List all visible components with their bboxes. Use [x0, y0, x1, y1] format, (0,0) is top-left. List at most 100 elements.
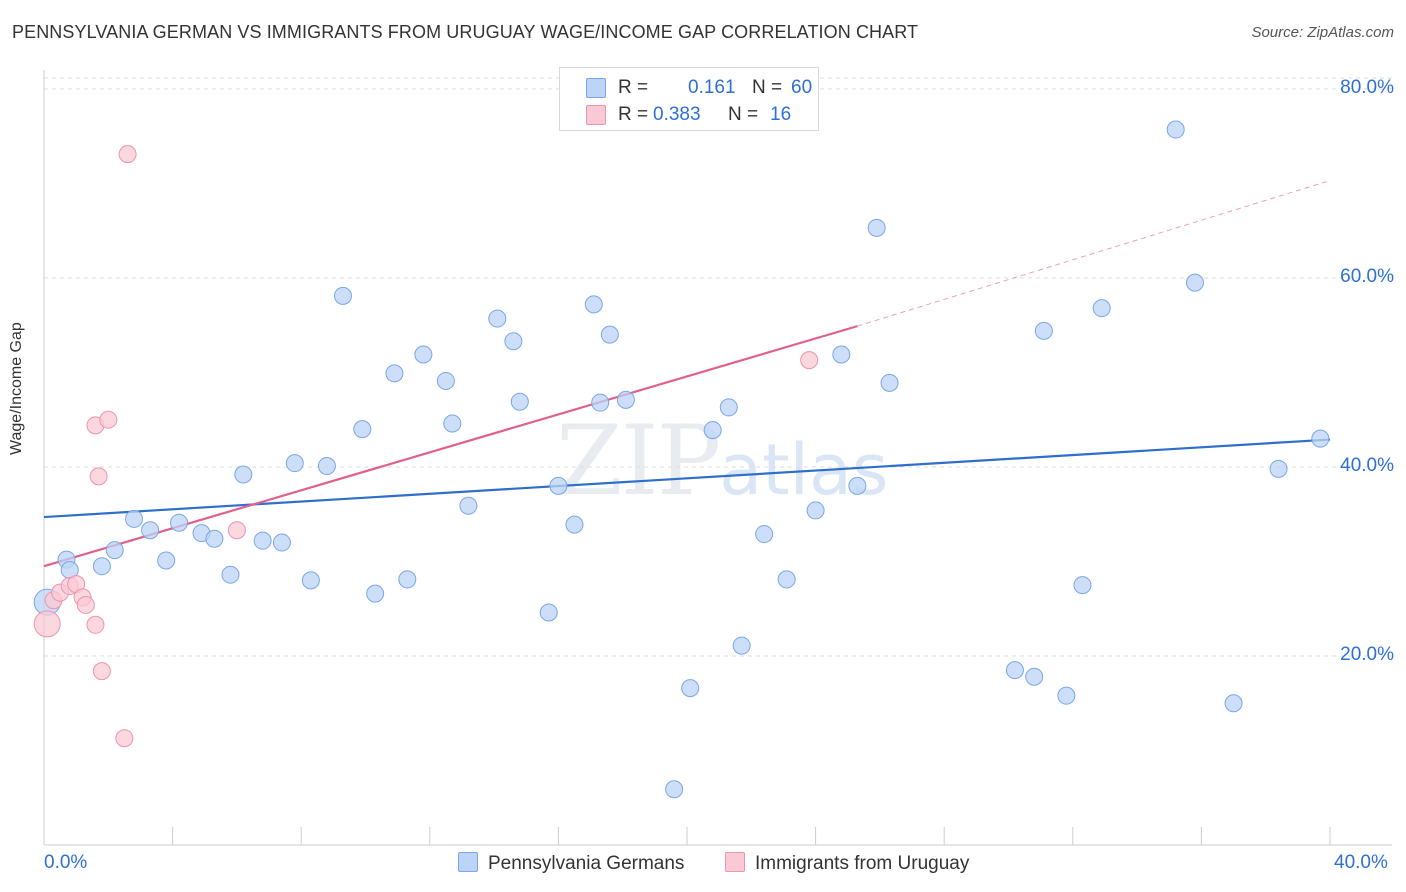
point-pennsylvania-germans [285, 454, 304, 473]
point-pennsylvania-germans [398, 570, 417, 589]
point-pennsylvania-germans [1057, 686, 1076, 705]
point-pennsylvania-germans [539, 603, 558, 622]
point-immigrants-from-uruguay [89, 467, 108, 486]
point-pennsylvania-germans [1034, 321, 1053, 340]
point-pennsylvania-germans [105, 541, 124, 560]
y-tick-label: 60.0% [1340, 265, 1394, 287]
point-pennsylvania-germans [1166, 120, 1185, 139]
legend-n-label: N = [728, 104, 759, 125]
point-pennsylvania-germans [1073, 576, 1092, 595]
point-immigrants-from-uruguay [800, 351, 819, 370]
point-pennsylvania-germans [92, 557, 111, 576]
bottom-legend-pennsylvania-germans: Pennsylvania Germans [458, 852, 684, 875]
point-immigrants-from-uruguay [76, 595, 95, 614]
source-label: Source: ZipAtlas.com [1251, 24, 1394, 41]
legend-r-label: R = [618, 77, 649, 98]
point-pennsylvania-germans [1092, 299, 1111, 318]
point-pennsylvania-germans [806, 501, 825, 520]
legend-r-label: R = [618, 104, 649, 125]
point-pennsylvania-germans [832, 345, 851, 364]
point-immigrants-from-uruguay [118, 145, 137, 164]
point-pennsylvania-germans [616, 390, 635, 409]
point-pennsylvania-germans [777, 570, 796, 589]
point-pennsylvania-germans [333, 286, 352, 305]
point-pennsylvania-germans [600, 325, 619, 344]
point-pennsylvania-germans [867, 218, 886, 237]
point-immigrants-from-uruguay [33, 610, 61, 638]
point-pennsylvania-germans [681, 679, 700, 698]
point-pennsylvania-germans [755, 525, 774, 544]
point-pennsylvania-germans [1025, 667, 1044, 686]
point-pennsylvania-germans [584, 295, 603, 314]
point-pennsylvania-germans [436, 371, 455, 390]
y-tick-label: 20.0% [1340, 643, 1394, 665]
point-pennsylvania-germans [1311, 429, 1330, 448]
y-tick-label: 40.0% [1340, 454, 1394, 476]
point-pennsylvania-germans [1269, 459, 1288, 478]
x-tick-label-max: 40.0% [1334, 852, 1388, 873]
point-pennsylvania-germans [510, 392, 529, 411]
point-pennsylvania-germans [848, 476, 867, 495]
point-immigrants-from-uruguay [99, 410, 118, 429]
point-pennsylvania-germans [591, 393, 610, 412]
correlation-legend: R = 0.161 N = 60 R = 0.383 N = 16 [559, 67, 819, 131]
axes [43, 70, 1392, 846]
point-pennsylvania-germans [125, 509, 144, 528]
point-pennsylvania-germans [1005, 661, 1024, 680]
legend-n-label: N = [752, 77, 783, 98]
point-pennsylvania-germans [170, 513, 189, 532]
point-pennsylvania-germans [366, 584, 385, 603]
chart-title: PENNSYLVANIA GERMAN VS IMMIGRANTS FROM U… [12, 22, 919, 42]
point-pennsylvania-germans [272, 533, 291, 552]
data-points [33, 120, 1330, 799]
trend-line-extension-immigrants-from-uruguay [857, 180, 1331, 327]
bottom-legend-swatch-blue [458, 852, 478, 872]
point-pennsylvania-germans [488, 309, 507, 328]
point-pennsylvania-germans [157, 551, 176, 570]
y-axis-label: Wage/Income Gap [8, 322, 25, 455]
series-name: Immigrants from Uruguay [755, 853, 970, 874]
bottom-legend-swatch-pink [725, 852, 745, 872]
legend-swatch-pink [586, 105, 606, 125]
trend-line-pennsylvania-germans [43, 438, 1331, 519]
point-pennsylvania-germans [665, 780, 684, 799]
point-pennsylvania-germans [459, 496, 478, 515]
point-pennsylvania-germans [443, 414, 462, 433]
point-pennsylvania-germans [205, 529, 224, 548]
y-tick-label: 80.0% [1340, 76, 1394, 98]
legend-n-value: 16 [770, 104, 792, 125]
point-immigrants-from-uruguay [86, 615, 105, 634]
point-pennsylvania-germans [880, 373, 899, 392]
x-tick-label-min: 0.0% [44, 852, 88, 873]
legend-r-value: 0.161 [688, 77, 736, 98]
point-pennsylvania-germans [253, 531, 272, 550]
legend-n-value: 60 [791, 77, 813, 98]
point-pennsylvania-germans [1185, 273, 1204, 292]
point-pennsylvania-germans [504, 332, 523, 351]
point-pennsylvania-germans [1224, 694, 1243, 713]
watermark-zip: ZIP [556, 405, 721, 517]
legend-swatch-blue [586, 78, 606, 98]
point-pennsylvania-germans [732, 636, 751, 655]
point-pennsylvania-germans [385, 364, 404, 383]
point-pennsylvania-germans [565, 515, 584, 534]
point-pennsylvania-germans [317, 457, 336, 476]
point-pennsylvania-germans [221, 565, 240, 584]
point-pennsylvania-germans [703, 421, 722, 440]
point-pennsylvania-germans [234, 465, 253, 484]
trend-lines [43, 180, 1331, 568]
watermark: ZIPatlas [556, 405, 888, 517]
point-pennsylvania-germans [719, 398, 738, 417]
point-pennsylvania-germans [549, 476, 568, 495]
series-name: Pennsylvania Germans [488, 853, 685, 874]
point-immigrants-from-uruguay [227, 521, 246, 540]
legend-r-value: 0.383 [653, 104, 701, 125]
point-pennsylvania-germans [353, 420, 372, 439]
point-pennsylvania-germans [301, 571, 320, 590]
trend-line-immigrants-from-uruguay [43, 325, 858, 568]
point-immigrants-from-uruguay [92, 662, 111, 681]
bottom-legend-immigrants-from-uruguay: Immigrants from Uruguay [725, 852, 969, 875]
point-immigrants-from-uruguay [115, 729, 134, 748]
watermark-atlas: atlas [719, 429, 889, 511]
